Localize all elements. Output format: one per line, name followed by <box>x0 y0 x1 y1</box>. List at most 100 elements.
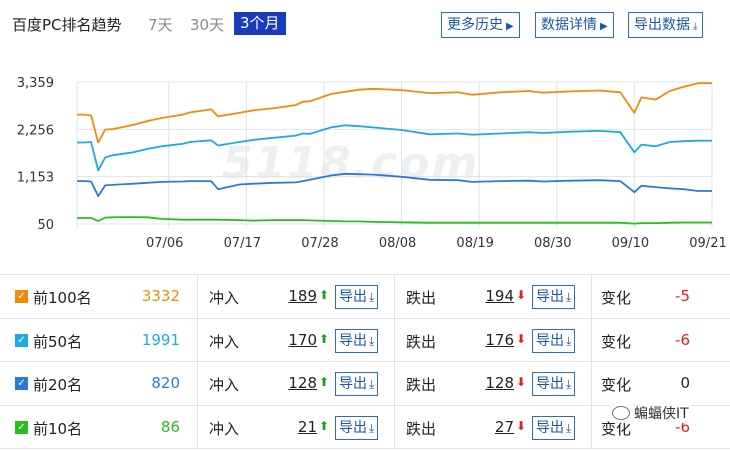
x-tick-label: 08/19 <box>456 236 493 251</box>
rise-in-count[interactable]: 170 <box>288 330 317 349</box>
more-history-label: 更多历史 <box>447 17 503 33</box>
download-icon: ⤓ <box>369 377 375 391</box>
series-checkbox[interactable]: ✓ <box>15 333 28 347</box>
change-label: 变化 <box>601 332 632 351</box>
download-icon: ⤓ <box>566 333 572 348</box>
drop-out-count[interactable]: 27 <box>494 417 514 436</box>
rise-in-count[interactable]: 189 <box>288 287 317 305</box>
arrow-down-icon: ⬇ <box>516 331 527 346</box>
column-divider <box>394 275 395 318</box>
export-label: 导出 <box>536 376 564 392</box>
play-right-icon: ▶ <box>600 21 608 32</box>
export-drop-out-button[interactable]: 导出 ⤓ <box>532 328 576 353</box>
series-line-top10 <box>77 216 712 225</box>
export-drop-out-button[interactable]: 导出 ⤓ <box>532 415 576 440</box>
series-checkbox[interactable]: ✓ <box>15 290 28 303</box>
arrow-up-icon: ⬆ <box>319 375 330 389</box>
rank-range-name: 前100名 <box>33 289 92 307</box>
chart-header: 百度PC排名趋势 7天 30天 3个月 更多历史 ▶ 数据详情 ▶ 导出数据 ⤓ <box>0 0 730 48</box>
rise-in-label: 冲入 <box>209 289 240 307</box>
x-tick-label: 09/21 <box>689 236 726 251</box>
series-checkbox[interactable]: ✓ <box>15 420 28 434</box>
change-label: 变化 <box>601 419 632 438</box>
rank-range-name: 前50名 <box>33 332 83 351</box>
play-right-icon: ▶ <box>506 21 514 32</box>
rank-range-name: 前10名 <box>33 419 83 438</box>
drop-out-count[interactable]: 176 <box>485 330 514 349</box>
table-row: ✓ 前100名 3332 冲入 189 ⬆ 导出 ⤓ 跌出 194 ⬇ 导出 ⤓ 变… <box>0 275 730 319</box>
drop-out-label: 跌出 <box>406 332 437 351</box>
drop-out-count[interactable]: 128 <box>485 374 514 392</box>
ranking-table: ✓ 前100名 3332 冲入 189 ⬆ 导出 ⤓ 跌出 194 ⬇ 导出 ⤓ 变… <box>0 274 730 449</box>
arrow-down-icon: ⬇ <box>516 288 527 302</box>
change-label: 变化 <box>601 289 632 307</box>
export-rise-in-button[interactable]: 导出 ⤓ <box>335 415 379 440</box>
wechat-icon <box>612 406 630 420</box>
x-tick-label: 07/28 <box>301 236 338 251</box>
change-value: -6 <box>675 330 690 349</box>
y-tick-label: 3,359 <box>17 76 54 91</box>
data-details-button[interactable]: 数据详情 ▶ <box>535 12 614 38</box>
arrow-down-icon: ⬇ <box>516 418 527 433</box>
export-label: 导出 <box>536 289 564 305</box>
arrow-up-icon: ⬆ <box>319 288 330 302</box>
download-icon: ⤓ <box>566 290 572 304</box>
export-rise-in-button[interactable]: 导出 ⤓ <box>335 328 379 353</box>
x-tick-label: 07/06 <box>146 236 183 251</box>
export-label: 导出 <box>339 289 367 305</box>
rise-in-label: 冲入 <box>209 376 240 394</box>
y-tick-label: 2,256 <box>17 123 54 138</box>
change-label: 变化 <box>601 376 632 394</box>
download-icon: ⤓ <box>369 420 375 435</box>
download-icon: ⤓ <box>369 290 375 304</box>
more-history-button[interactable]: 更多历史 ▶ <box>441 12 520 38</box>
rank-count: 86 <box>160 417 180 436</box>
export-label: 导出 <box>339 376 367 392</box>
column-divider <box>591 275 592 318</box>
range-3-months[interactable]: 3个月 <box>234 12 286 35</box>
data-details-label: 数据详情 <box>541 17 597 33</box>
series-checkbox[interactable]: ✓ <box>15 377 28 390</box>
column-divider <box>591 362 592 405</box>
export-data-button[interactable]: 导出数据 ⤓ <box>628 12 704 38</box>
arrow-down-icon: ⬇ <box>516 375 527 389</box>
export-rise-in-button[interactable]: 导出 ⤓ <box>335 285 379 309</box>
x-tick-label: 08/30 <box>534 236 571 251</box>
change-value: 0 <box>680 374 690 392</box>
drop-out-count[interactable]: 194 <box>485 287 514 305</box>
download-icon: ⤓ <box>566 377 572 391</box>
download-icon: ⤓ <box>369 333 375 348</box>
rise-in-label: 冲入 <box>209 419 240 438</box>
column-divider <box>197 362 198 405</box>
table-row: ✓ 前10名 86 冲入 21 ⬆ 导出 ⤓ 跌出 27 ⬇ 导出 ⤓ 变化 -6 <box>0 405 730 449</box>
rank-count: 1991 <box>141 330 180 349</box>
column-divider <box>394 362 395 405</box>
export-rise-in-button[interactable]: 导出 ⤓ <box>335 372 379 396</box>
rank-range-name: 前20名 <box>33 376 83 394</box>
ranking-trend-chart: 5118.com 3,359 2,256 1,153 50 07/06 07/17 07/2… <box>0 56 730 260</box>
export-drop-out-button[interactable]: 导出 ⤓ <box>532 372 576 396</box>
drop-out-label: 跌出 <box>406 289 437 307</box>
page-title: 百度PC排名趋势 <box>12 16 122 34</box>
arrow-up-icon: ⬆ <box>319 331 330 346</box>
download-icon: ⤓ <box>693 21 698 32</box>
drop-out-label: 跌出 <box>406 419 437 438</box>
rise-in-count[interactable]: 21 <box>297 417 317 436</box>
export-label: 导出 <box>536 332 564 349</box>
column-divider <box>394 318 395 361</box>
x-tick-label: 09/10 <box>612 236 649 251</box>
rank-count: 820 <box>151 374 180 392</box>
table-row: ✓ 前20名 820 冲入 128 ⬆ 导出 ⤓ 跌出 128 ⬇ 导出 ⤓ 变化 … <box>0 362 730 406</box>
x-tick-label: 08/08 <box>379 236 416 251</box>
export-drop-out-button[interactable]: 导出 ⤓ <box>532 285 576 309</box>
brand-name: 蝙蝠侠IT <box>634 406 689 422</box>
arrow-up-icon: ⬆ <box>319 418 330 433</box>
series-line-top50 <box>77 124 712 172</box>
range-30-days[interactable]: 30天 <box>190 16 225 34</box>
table-row: ✓ 前50名 1991 冲入 170 ⬆ 导出 ⤓ 跌出 176 ⬇ 导出 ⤓ 变化… <box>0 318 730 362</box>
rise-in-count[interactable]: 128 <box>288 374 317 392</box>
export-label: 导出 <box>536 419 564 436</box>
series-line-top100 <box>77 82 712 144</box>
x-tick-label: 07/17 <box>224 236 261 251</box>
range-7-days[interactable]: 7天 <box>148 16 173 34</box>
